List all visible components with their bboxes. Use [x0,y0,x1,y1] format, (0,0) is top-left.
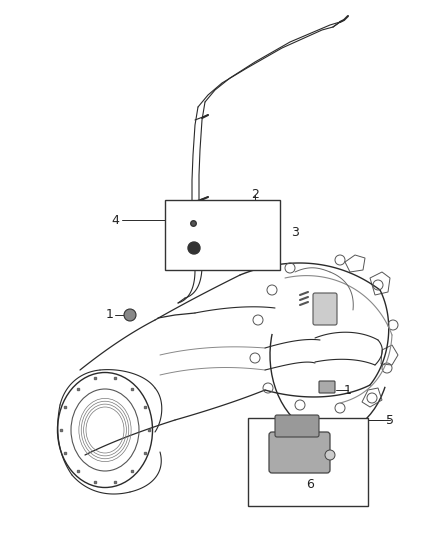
Text: 1: 1 [106,309,114,321]
Circle shape [325,450,335,460]
Text: 6: 6 [306,479,314,491]
Circle shape [124,309,136,321]
FancyBboxPatch shape [275,415,319,437]
Bar [248,418,368,506]
FancyBboxPatch shape [313,293,337,325]
Text: 4: 4 [111,214,119,227]
Bar [165,200,280,270]
Circle shape [188,242,200,254]
Text: 3: 3 [291,225,299,238]
Text: 2: 2 [251,189,259,201]
FancyBboxPatch shape [319,381,335,393]
FancyBboxPatch shape [269,432,330,473]
Text: 5: 5 [386,414,394,426]
Text: 1: 1 [344,384,352,397]
